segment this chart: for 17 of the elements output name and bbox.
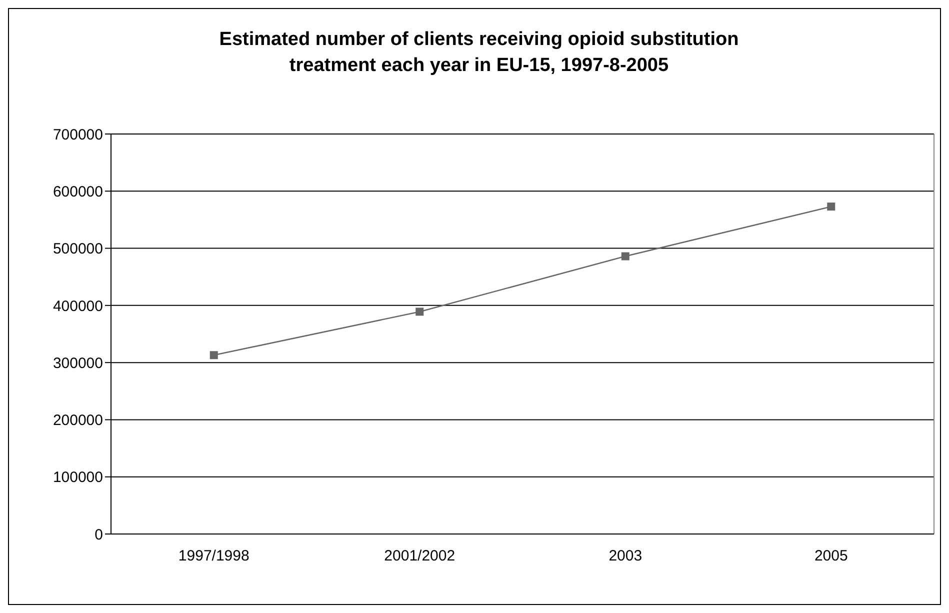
- x-tick-label: 2005: [814, 548, 848, 565]
- y-tick-label: 600000: [52, 183, 103, 200]
- x-tick-label: 2003: [608, 548, 642, 565]
- point: [827, 202, 836, 211]
- y-tick-label: 500000: [52, 240, 103, 258]
- point: [416, 308, 424, 316]
- y-tick-label: 100000: [52, 469, 103, 486]
- chart-title: Estimated number of clients receiving opioid substitution treatment each year in EU-15, 1997-8-2005: [219, 29, 739, 76]
- point: [210, 351, 218, 360]
- y-tick-label: 0: [94, 526, 103, 544]
- point: [621, 252, 630, 260]
- y-tick-label: 700000: [52, 126, 103, 144]
- x-tick-label: 2001/2002: [384, 548, 456, 565]
- y-tick-label: 400000: [52, 298, 103, 315]
- y-tick-label: 300000: [52, 354, 103, 372]
- x-tick-label: 1997/1998: [178, 548, 250, 565]
- y-tick-label: 200000: [52, 412, 103, 430]
